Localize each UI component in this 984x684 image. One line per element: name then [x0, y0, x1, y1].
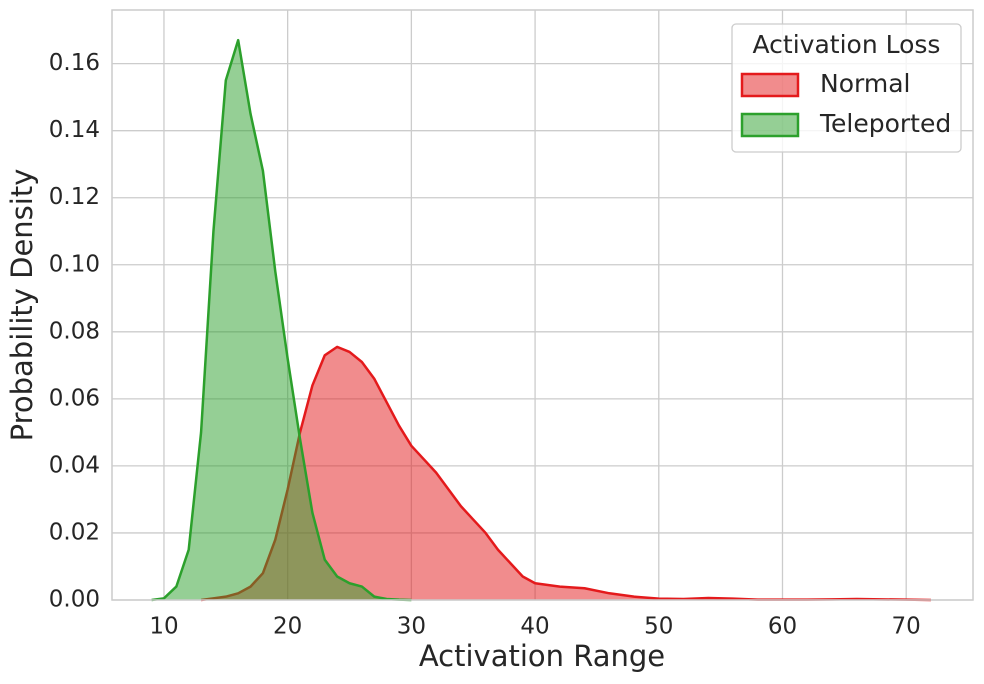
y-tick-label: 0.12	[49, 184, 100, 210]
y-tick-label: 0.00	[49, 587, 100, 613]
y-tick-label: 0.10	[49, 251, 100, 277]
x-tick-label: 30	[397, 614, 426, 640]
x-tick-label: 60	[768, 614, 797, 640]
x-tick-label: 40	[520, 614, 549, 640]
legend: Activation Loss Normal Teleported	[731, 23, 962, 153]
density-area	[201, 346, 931, 600]
plot-frame	[111, 9, 974, 601]
legend-swatch	[740, 112, 800, 138]
legend-title: Activation Loss	[753, 30, 941, 59]
y-tick-label: 0.14	[49, 117, 100, 143]
y-tick-label: 0.06	[49, 385, 100, 411]
legend-swatch	[740, 72, 800, 98]
y-axis-label: Probability Density	[5, 169, 39, 442]
x-axis-label: Activation Range	[419, 639, 665, 673]
x-tick-label: 10	[149, 614, 178, 640]
x-tick-label: 20	[273, 614, 302, 640]
x-tick-label: 50	[644, 614, 673, 640]
y-tick-label: 0.02	[49, 519, 100, 545]
legend-label: Normal	[820, 69, 910, 98]
density-line	[151, 38, 412, 602]
x-tick-label: 70	[892, 614, 921, 640]
y-tick-label: 0.08	[49, 318, 100, 344]
legend-label: Teleported	[819, 109, 951, 138]
y-tick-label: 0.04	[49, 452, 100, 478]
y-tick-label: 0.16	[49, 50, 100, 76]
